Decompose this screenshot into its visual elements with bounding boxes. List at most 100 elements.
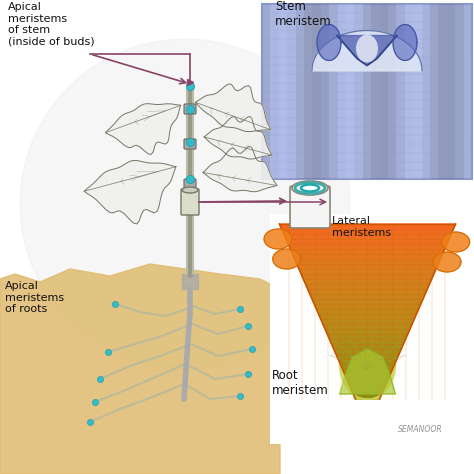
Polygon shape <box>306 285 429 290</box>
Bar <box>329 4 337 179</box>
Polygon shape <box>352 390 383 395</box>
Polygon shape <box>195 84 271 132</box>
Ellipse shape <box>301 184 319 191</box>
Polygon shape <box>354 395 382 399</box>
Polygon shape <box>295 259 440 264</box>
Polygon shape <box>316 307 419 311</box>
Bar <box>337 4 346 179</box>
Polygon shape <box>338 360 397 364</box>
Polygon shape <box>331 342 404 346</box>
Bar <box>262 4 472 179</box>
Polygon shape <box>285 237 450 241</box>
Polygon shape <box>329 338 406 342</box>
Bar <box>287 4 296 179</box>
Bar <box>346 4 355 179</box>
Circle shape <box>20 39 350 369</box>
Ellipse shape <box>356 35 378 63</box>
Polygon shape <box>348 382 387 386</box>
Polygon shape <box>335 351 401 355</box>
Text: Apical
meristems
of stem
(inside of buds): Apical meristems of stem (inside of buds… <box>8 2 95 47</box>
Polygon shape <box>312 30 422 71</box>
Polygon shape <box>105 104 181 155</box>
Polygon shape <box>333 346 402 351</box>
Bar <box>388 4 396 179</box>
Polygon shape <box>393 25 417 61</box>
Polygon shape <box>291 250 444 255</box>
Bar <box>304 4 312 179</box>
Bar <box>413 4 421 179</box>
Polygon shape <box>273 249 301 269</box>
Bar <box>447 4 455 179</box>
Polygon shape <box>340 364 395 368</box>
Bar <box>405 4 413 179</box>
Polygon shape <box>310 294 425 298</box>
Bar <box>363 4 371 179</box>
Polygon shape <box>346 377 389 382</box>
Bar <box>371 4 380 179</box>
Polygon shape <box>319 316 416 320</box>
Polygon shape <box>282 228 454 233</box>
Bar <box>421 4 430 179</box>
Polygon shape <box>318 311 418 316</box>
Bar <box>279 4 287 179</box>
Polygon shape <box>321 320 414 325</box>
Polygon shape <box>339 364 395 399</box>
Polygon shape <box>301 272 435 276</box>
Polygon shape <box>344 373 391 377</box>
Polygon shape <box>203 146 277 191</box>
Polygon shape <box>433 252 461 272</box>
Bar <box>262 4 270 179</box>
FancyBboxPatch shape <box>184 179 196 189</box>
Bar <box>438 4 447 179</box>
Polygon shape <box>323 325 412 329</box>
Polygon shape <box>337 355 399 360</box>
Polygon shape <box>327 333 408 338</box>
Text: SEMANOOR: SEMANOOR <box>398 425 442 434</box>
Polygon shape <box>442 232 470 252</box>
Bar <box>321 4 329 179</box>
Polygon shape <box>339 349 395 394</box>
Bar <box>312 4 321 179</box>
Polygon shape <box>342 368 393 373</box>
FancyBboxPatch shape <box>290 186 330 228</box>
Polygon shape <box>0 264 280 474</box>
Polygon shape <box>264 229 292 249</box>
Text: Root
meristem: Root meristem <box>272 369 329 397</box>
Polygon shape <box>297 264 438 268</box>
Polygon shape <box>312 298 423 303</box>
Ellipse shape <box>292 181 328 195</box>
Polygon shape <box>283 233 452 237</box>
FancyBboxPatch shape <box>184 139 196 149</box>
Polygon shape <box>84 161 176 224</box>
Bar <box>464 4 472 179</box>
Polygon shape <box>280 224 456 228</box>
Ellipse shape <box>295 182 325 193</box>
Bar <box>430 4 438 179</box>
Ellipse shape <box>182 187 198 193</box>
Bar <box>455 4 464 179</box>
Bar <box>270 214 465 444</box>
Polygon shape <box>293 255 442 259</box>
Bar <box>396 4 405 179</box>
FancyBboxPatch shape <box>181 189 199 215</box>
Polygon shape <box>204 117 272 159</box>
Polygon shape <box>304 281 431 285</box>
Bar <box>270 4 279 179</box>
Polygon shape <box>302 276 433 281</box>
Bar <box>355 4 363 179</box>
Polygon shape <box>337 36 397 65</box>
Polygon shape <box>299 268 437 272</box>
Text: Lateral
meristems: Lateral meristems <box>332 216 391 237</box>
Polygon shape <box>287 241 448 246</box>
Polygon shape <box>314 303 421 307</box>
Polygon shape <box>289 246 446 250</box>
Bar <box>296 4 304 179</box>
Polygon shape <box>317 25 341 61</box>
Bar <box>380 4 388 179</box>
Text: Stem
meristem: Stem meristem <box>275 0 332 28</box>
Polygon shape <box>325 329 410 333</box>
Polygon shape <box>308 290 427 294</box>
Polygon shape <box>350 386 385 390</box>
FancyBboxPatch shape <box>184 104 196 114</box>
Text: Apical
meristems
of roots: Apical meristems of roots <box>5 281 64 314</box>
